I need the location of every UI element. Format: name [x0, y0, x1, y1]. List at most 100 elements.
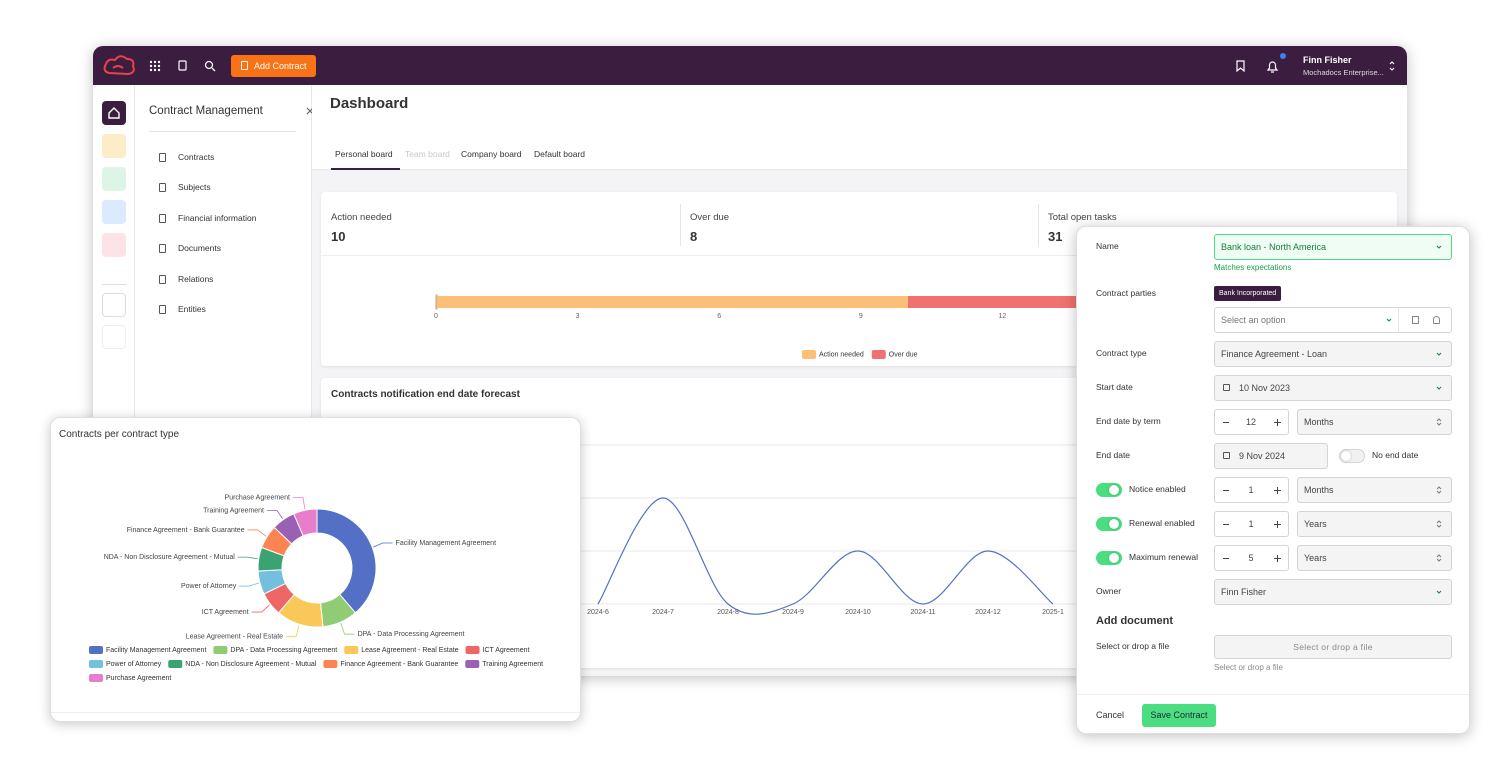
stepper[interactable]: 5	[1214, 545, 1289, 571]
field-label: Start date	[1096, 382, 1133, 392]
chevron-glyph	[1386, 318, 1392, 322]
rail-separator	[102, 284, 126, 285]
field-label: Name	[1096, 241, 1119, 251]
nav-item[interactable]: Relations	[178, 273, 214, 284]
unit-select[interactable]: Months	[1297, 477, 1452, 503]
nav-item[interactable]: Entities	[178, 304, 206, 314]
rail-icon[interactable]	[102, 325, 126, 349]
chart-title: Contracts notification end date forecast	[331, 389, 520, 400]
field-label: Maximum renewal	[1129, 552, 1198, 562]
field-value: Bank loan - North America	[1221, 242, 1327, 252]
field-label: Owner	[1096, 586, 1122, 596]
rail-icon[interactable]	[102, 134, 126, 158]
label-leader	[373, 542, 393, 548]
parties-select[interactable]: Select an option	[1214, 307, 1452, 333]
nav-item[interactable]: Contracts	[178, 152, 215, 162]
toggle[interactable]	[1339, 449, 1365, 463]
field-value: Months	[1304, 485, 1334, 495]
slice-label: NDA - Non Disclosure Agreement - Mutual	[104, 554, 236, 561]
rail-icon[interactable]	[102, 233, 126, 257]
apps-icon-dot	[149, 60, 153, 64]
rail-icon[interactable]	[102, 200, 126, 224]
search-icon	[204, 60, 214, 70]
legend-label: Purchase Agreement	[106, 675, 171, 682]
user-name: Finn Fisher	[1303, 55, 1352, 65]
apps-icon-dot	[157, 60, 161, 64]
user-menu-chevron	[1389, 61, 1395, 71]
label-leader	[267, 510, 284, 519]
label-leader	[340, 623, 355, 635]
stepper[interactable]: 1	[1214, 477, 1289, 503]
person-icon	[1433, 316, 1440, 324]
unit-select[interactable]: Months	[1297, 409, 1452, 435]
board-tab[interactable]: Default board	[534, 149, 586, 159]
save-button[interactable]: Save Contract	[1142, 704, 1216, 727]
apps-icon-dot	[153, 64, 157, 68]
stat-column-divider	[680, 204, 681, 246]
legend-swatch	[465, 660, 480, 668]
toggle-knob	[1109, 553, 1119, 563]
nav-item[interactable]: Documents	[178, 243, 221, 254]
label-leader	[286, 625, 300, 638]
chevron-icon	[1436, 352, 1442, 356]
apps-icon-dot	[157, 68, 161, 72]
unit-select[interactable]: Years	[1297, 511, 1452, 537]
home-glyph	[108, 107, 120, 119]
field-label: Contract parties	[1096, 288, 1156, 298]
minus-icon	[1223, 524, 1229, 526]
rail-icon[interactable]	[102, 293, 126, 317]
plus-icon	[1277, 487, 1279, 494]
donut-slice	[316, 508, 377, 614]
chevron-glyph	[1436, 520, 1442, 528]
plus-icon	[1277, 555, 1279, 562]
minus-icon	[1223, 490, 1229, 492]
stepper[interactable]: 1	[1214, 511, 1289, 537]
file-drop-button[interactable]: Select or drop a file	[1214, 635, 1452, 659]
chart-title: Contracts per contract type	[59, 429, 180, 440]
sidebar-divider	[149, 131, 296, 132]
contract-form: Name Bank loan - North America Matches exp…	[1076, 226, 1470, 734]
nav-icon	[159, 213, 166, 223]
owner-select[interactable]: Finn Fisher	[1214, 579, 1452, 605]
field-label: Notice enabled	[1129, 484, 1186, 494]
add-contract-button[interactable]: Add Contract	[231, 55, 316, 77]
chevron-glyph	[1436, 554, 1442, 562]
rail-icon[interactable]	[102, 101, 126, 125]
donut-panel: Contracts per contract type Facility Mana…	[50, 417, 581, 722]
stats-divider	[321, 255, 1397, 256]
field-hint: Select or drop a file	[1214, 663, 1283, 672]
name-input[interactable]: Bank loan - North America	[1214, 234, 1452, 260]
slice-label: Training Agreement	[203, 507, 264, 514]
stat-value: 10	[331, 229, 346, 244]
slice-label: Facility Management Agreement	[396, 540, 496, 547]
nav-item[interactable]: Subjects	[178, 182, 211, 193]
end-date-input[interactable]: 9 Nov 2024	[1214, 443, 1328, 469]
board-tab[interactable]: Company board	[461, 149, 522, 159]
plus-icon	[1277, 419, 1279, 426]
nav-item[interactable]: Financial information	[178, 212, 257, 223]
toggle[interactable]	[1096, 551, 1122, 565]
plus-icon	[1277, 521, 1279, 528]
board-tab[interactable]: Personal board	[335, 149, 393, 159]
search-icon-handle	[211, 67, 216, 72]
toggle[interactable]	[1096, 517, 1122, 531]
label-leader	[251, 604, 270, 613]
active-tab-underline	[331, 168, 400, 170]
rail-icon[interactable]	[102, 167, 126, 191]
top-bar: Add Contract Finn Fisher Mochadocs Enterpr…	[93, 46, 1407, 85]
toggle[interactable]	[1096, 483, 1122, 497]
user-org: Mochadocs Enterprise...	[1303, 68, 1384, 77]
field-label: Select or drop a file	[1096, 641, 1170, 651]
stepper-value: 5	[1248, 553, 1254, 563]
unit-select[interactable]: Years	[1297, 545, 1452, 571]
stepper[interactable]: 12	[1214, 409, 1289, 435]
type-select[interactable]: Finance Agreement - Loan	[1214, 341, 1452, 367]
stat-value: 8	[690, 229, 698, 244]
apps-icon-dot	[149, 64, 153, 68]
calendar-icon	[1223, 452, 1230, 459]
legend-swatch	[89, 660, 103, 668]
cancel-button[interactable]: Cancel	[1096, 710, 1125, 720]
start-date-input[interactable]: 10 Nov 2023	[1214, 375, 1452, 401]
chevron-icon	[1436, 590, 1442, 594]
